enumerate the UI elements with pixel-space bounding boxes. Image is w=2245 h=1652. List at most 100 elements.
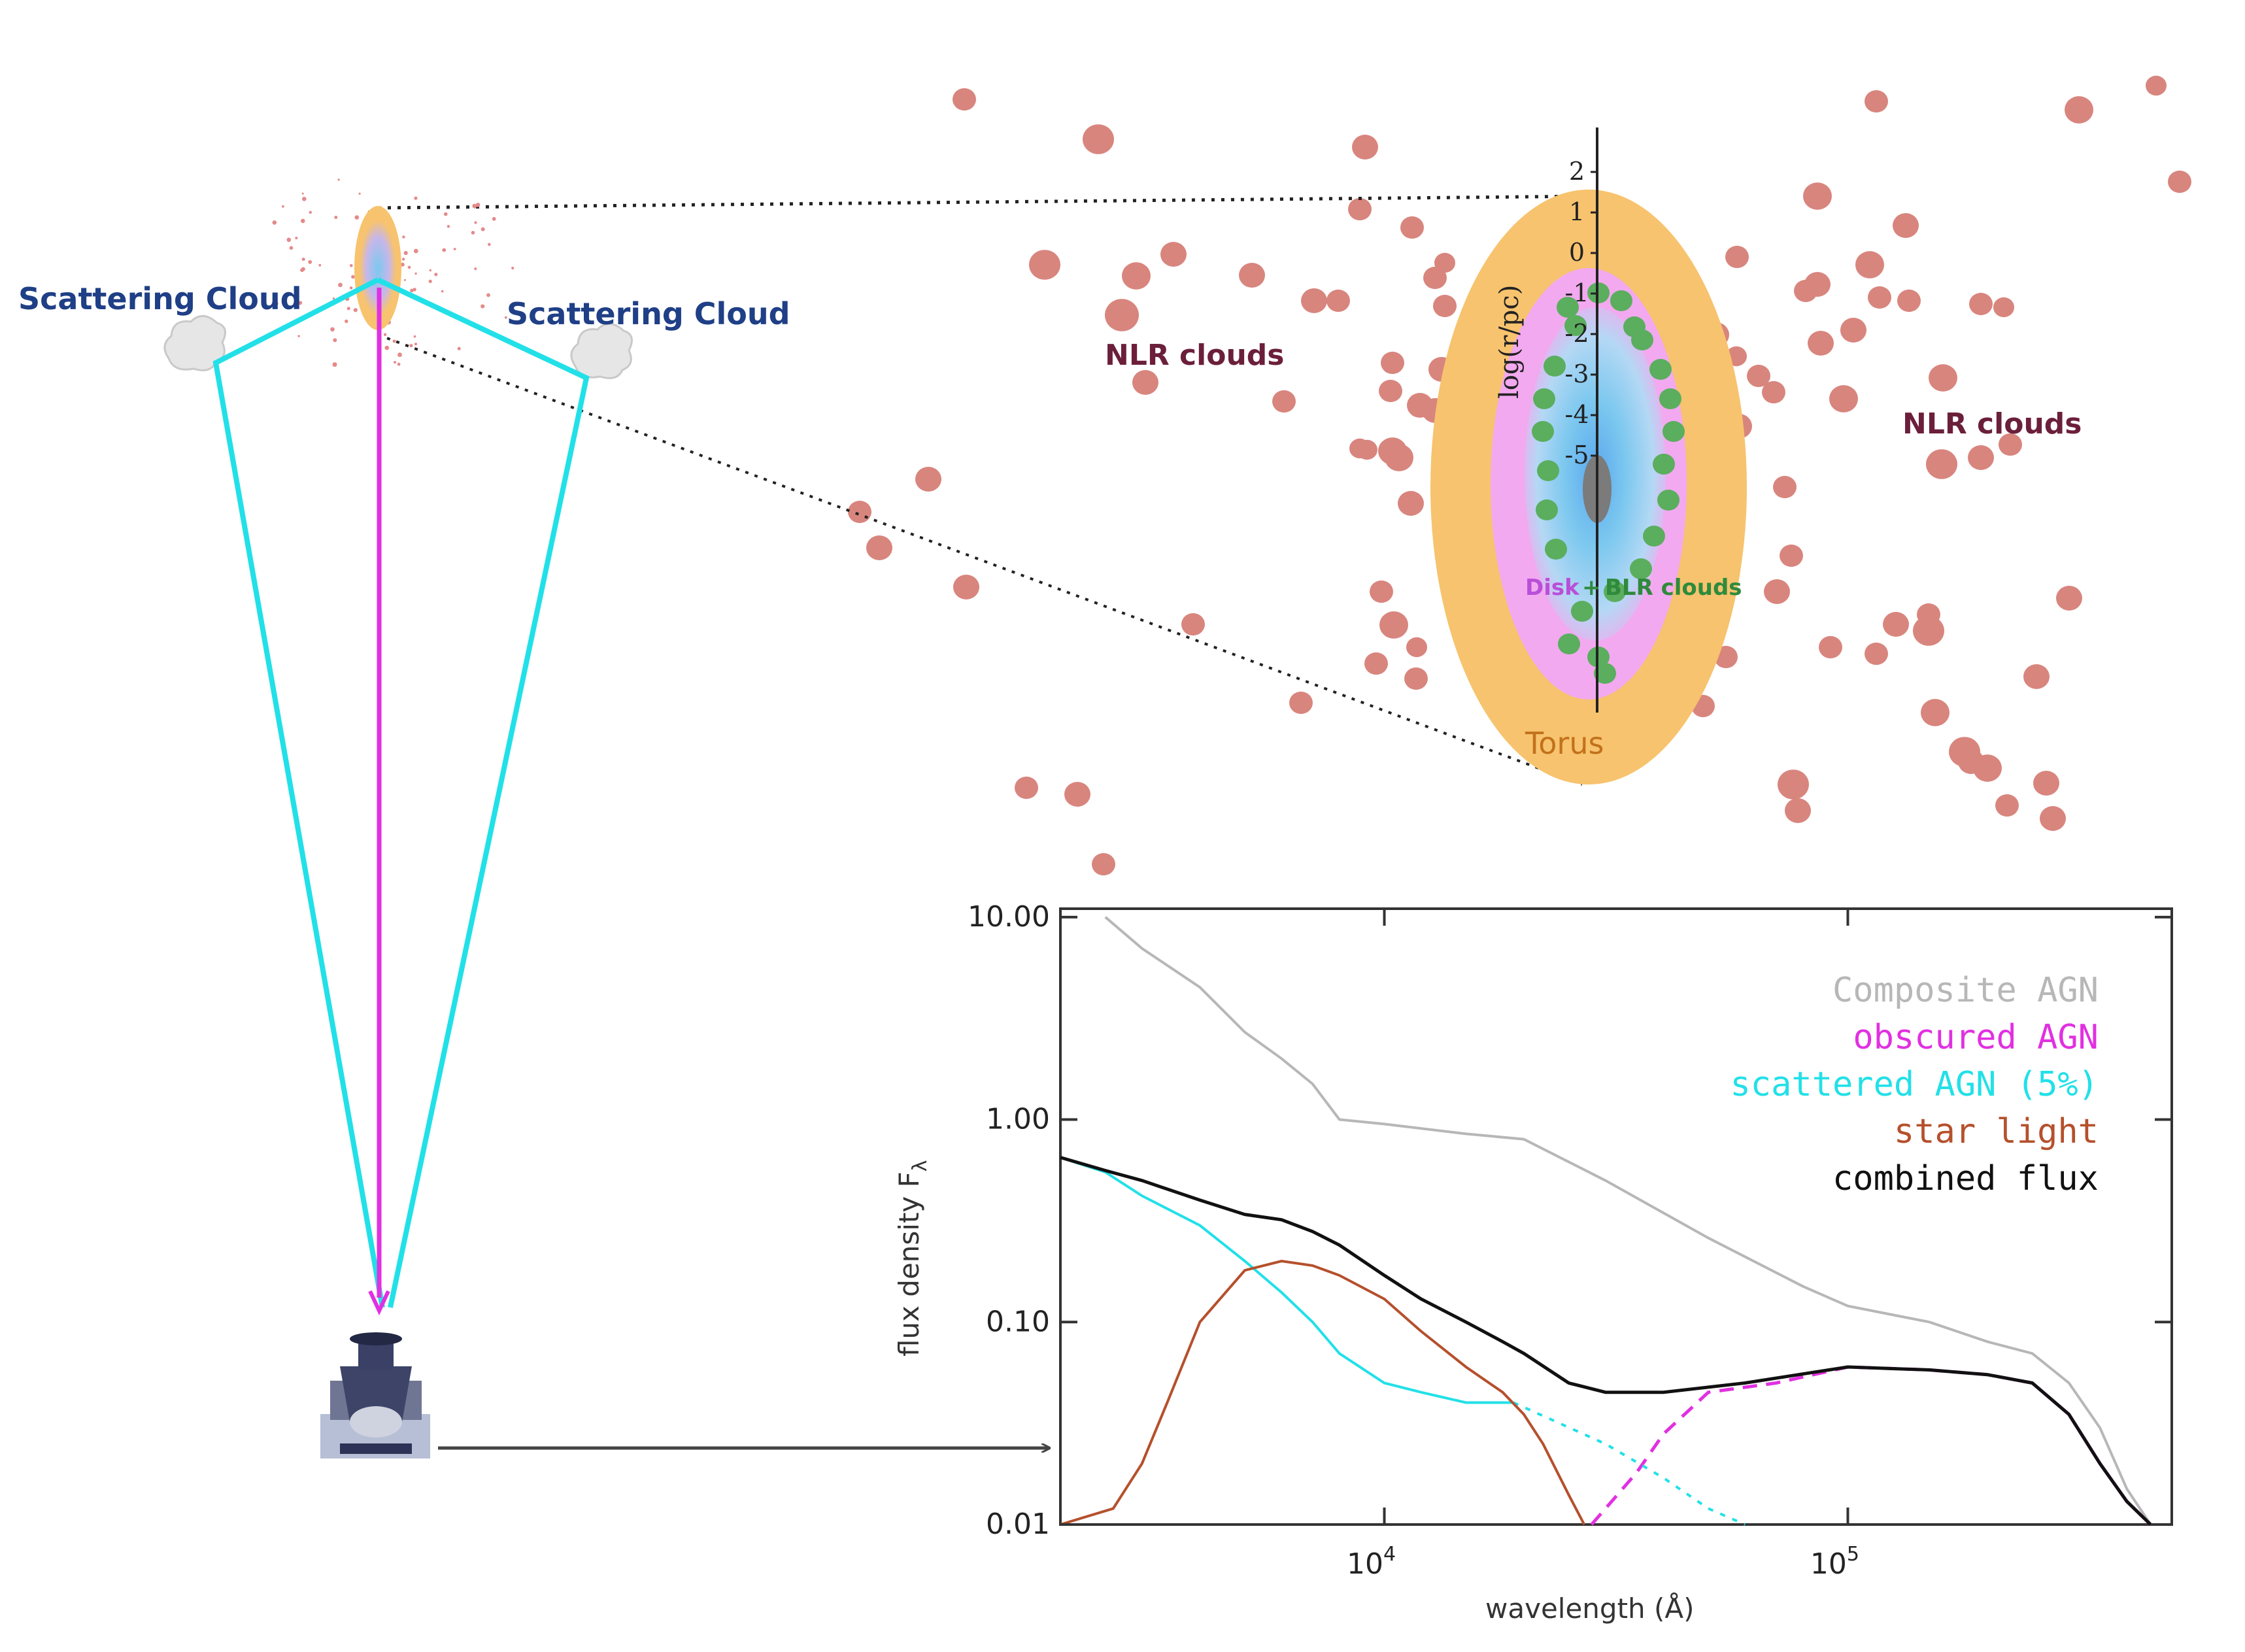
small-scatter-dot: [318, 263, 322, 267]
blr-cloud-dot: [1657, 490, 1680, 511]
small-scatter-dot: [351, 275, 355, 279]
small-scatter-dot: [384, 345, 390, 350]
series-line-scattered-agn-5: [1060, 1156, 1514, 1404]
small-scatter-dot: [309, 211, 312, 214]
small-scatter-dot: [354, 215, 360, 220]
nlr-cloud-dot: [1725, 245, 1749, 269]
nlr-cloud-dot: [1160, 242, 1187, 267]
nlr-cloud-dot: [866, 535, 892, 560]
nlr-cloud-dot: [1993, 297, 2014, 318]
scattering-cloud-right-icon: [570, 323, 633, 379]
nlr-cloud-dot: [1239, 263, 1265, 288]
small-scatter-dot: [298, 301, 303, 305]
small-scatter-dot: [337, 178, 340, 181]
scattering-cloud-right-label: Scattering Cloud: [507, 296, 790, 331]
nlr-cloud-dot: [1132, 370, 1158, 395]
small-scatter-dot: [453, 248, 456, 250]
small-scatter-dot: [413, 335, 416, 338]
nlr-cloud-dot: [1764, 579, 1790, 604]
small-scatter-dot: [457, 346, 461, 350]
nlr-cloud-dot: [1969, 292, 1993, 316]
nlr-cloud-dot: [2146, 75, 2167, 96]
small-scatter-dot: [429, 269, 431, 272]
nlr-cloud-dot: [1029, 250, 1060, 280]
small-scatter-dot: [410, 288, 414, 293]
scatter-path-left: [212, 277, 385, 1308]
blr-cloud-dot: [1537, 460, 1559, 481]
small-scatter-dot: [289, 246, 294, 250]
blr-cloud-dot: [1630, 558, 1652, 579]
small-scatter-dot: [511, 267, 515, 270]
nlr-cloud-dot: [2033, 771, 2059, 796]
nlr-cloud-dot: [1181, 613, 1205, 636]
small-scatter-dot: [297, 335, 300, 337]
scattering-geometry: Scattering Cloud Scattering Cloud: [18, 178, 790, 1316]
small-scatter-dot: [471, 231, 475, 235]
small-scatter-dot: [481, 304, 485, 309]
radius-axis-ticks: 2 1 0 -1 -2 -3 -4 -5: [1564, 157, 1597, 469]
scattering-cloud-left-label: Scattering Cloud: [18, 281, 302, 316]
nlr-cloud-dot: [1406, 637, 1427, 658]
y-axis-label: flux density Fλ: [893, 1160, 932, 1357]
small-scatter-dot: [273, 301, 279, 306]
nlr-cloud-dot: [1808, 331, 1834, 356]
scatter-path-right: [377, 277, 590, 1308]
small-scatter-dot: [338, 282, 343, 288]
radius-tick-label: -3: [1564, 360, 1589, 388]
nlr-cloud-dot: [1301, 288, 1327, 313]
nlr-cloud-dot: [1897, 289, 1921, 312]
y-tick-label: 0.10: [986, 1305, 1050, 1338]
small-scatter-dot: [434, 273, 438, 277]
plot-frame: [1059, 907, 2173, 1526]
y-axis-label-subscript: λ: [909, 1160, 932, 1172]
nlr-cloud-dot: [1893, 213, 1919, 238]
small-scatter-dot: [472, 203, 477, 209]
chart-series: [1060, 916, 2152, 1526]
small-scatter-dot: [447, 225, 450, 228]
nlr-cloud-dot: [1762, 380, 1785, 404]
blr-cloud-dot: [1604, 581, 1626, 602]
small-scatter-dot: [441, 290, 444, 293]
nlr-cloud-dot: [1379, 379, 1402, 403]
nlr-cloud-dot: [1819, 635, 1842, 659]
nlr-cloud-dot: [1404, 667, 1428, 690]
small-scatter-dot: [402, 235, 405, 239]
x-tick-label: 104: [1347, 1543, 1396, 1581]
nlr-label-left: NLR clouds: [1105, 339, 1284, 372]
small-scatter-dot: [414, 272, 417, 275]
small-scatter-dot: [401, 258, 405, 261]
small-scatter-dot: [400, 262, 405, 267]
nlr-cloud-dot: [1921, 699, 1950, 726]
scattering-cloud-left-icon: [163, 315, 226, 371]
small-scatter-dot: [414, 343, 418, 346]
nlr-cloud-dot: [1973, 754, 2002, 782]
legend-entry: scattered AGN (5%): [1730, 1065, 2099, 1104]
y-tick-label: 1.00: [986, 1103, 1050, 1136]
small-scatter-dot: [332, 362, 337, 367]
nlr-cloud-dot: [1780, 544, 1803, 567]
small-scatter-dot: [300, 268, 304, 273]
torus-label: Torus: [1525, 726, 1604, 761]
small-scatter-dot: [272, 220, 277, 225]
nlr-cloud-dot: [1064, 782, 1090, 807]
nlr-cloud-dot: [1434, 252, 1455, 273]
blr-cloud-dot: [1653, 454, 1675, 475]
small-scatter-dot: [394, 361, 396, 364]
small-scatter-dot: [334, 216, 338, 219]
nlr-cloud-dot: [1348, 197, 1372, 221]
nlr-cloud-dot: [1913, 616, 1944, 646]
nlr-cloud-dot: [1840, 318, 1866, 343]
small-scatter-dot: [414, 196, 418, 200]
blr-cloud-dot: [1663, 421, 1685, 442]
nlr-cloud-dot: [1747, 364, 1770, 388]
legend-entry: Composite AGN: [1832, 971, 2099, 1010]
blr-cloud-dot: [1564, 315, 1587, 336]
radius-tick-label: -4: [1564, 400, 1589, 429]
blr-cloud-dot: [1571, 601, 1593, 622]
nlr-cloud-dot: [1855, 251, 1884, 278]
small-scatter-dot: [413, 288, 416, 292]
y-axis-ticks: 0.01 0.10 1.00 10.00: [968, 900, 2172, 1541]
nlr-label-right: NLR clouds: [1902, 407, 2082, 441]
nlr-cloud-dot: [1370, 580, 1393, 603]
blr-cloud-dot: [1659, 388, 1681, 409]
